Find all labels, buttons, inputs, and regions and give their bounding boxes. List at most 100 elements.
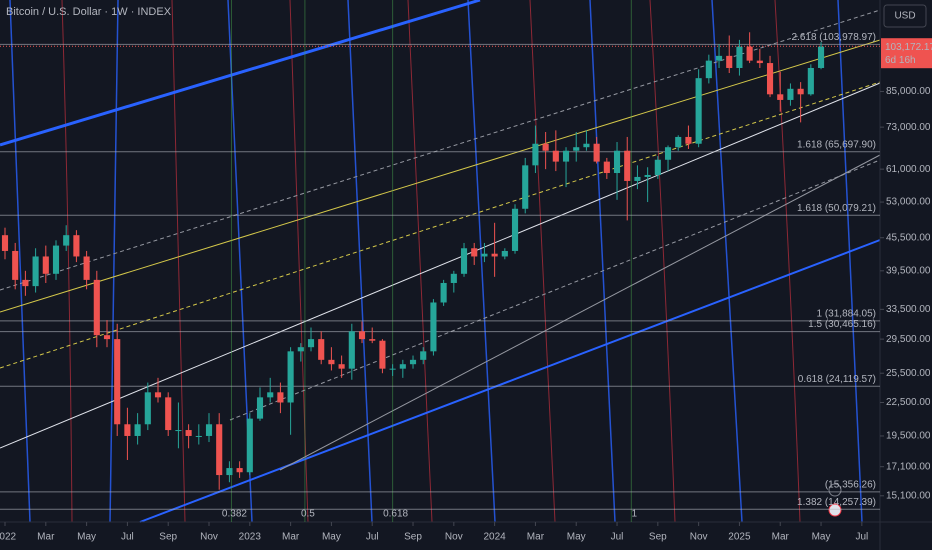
currency-label[interactable]: USD — [894, 11, 915, 22]
trend-line-white — [0, 82, 881, 449]
drawing-tools — [0, 0, 881, 523]
y-tick-label: 19,500.00 — [886, 431, 931, 442]
y-tick-label: 17,100.00 — [886, 461, 931, 472]
candle-body — [226, 468, 233, 476]
x-tick-label: Sep — [649, 532, 667, 543]
x-tick-label: Mar — [282, 532, 300, 543]
y-tick-label: 25,500.00 — [886, 368, 931, 379]
candle-body — [63, 235, 70, 246]
fib-level-label: 1 (31,884.05) — [817, 309, 877, 320]
x-tick-label: 2023 — [239, 532, 262, 543]
candle-body — [22, 279, 29, 287]
candle-body — [246, 418, 253, 473]
trend-line-yellow — [0, 39, 881, 313]
candle-body — [817, 46, 825, 68]
y-tick-label: 45,500.00 — [886, 232, 931, 243]
y-tick-label: 73,000.00 — [886, 122, 931, 133]
x-tick-label: Mar — [37, 532, 55, 543]
last-price-box — [881, 38, 932, 69]
cycle-lines — [9, 0, 863, 523]
channel-top — [0, 0, 481, 147]
candle-body — [654, 159, 661, 175]
y-tick-label: 85,000.00 — [886, 86, 931, 97]
candle-body — [297, 347, 304, 352]
candle-body — [624, 150, 631, 181]
candle-body — [185, 430, 192, 436]
candle-body — [542, 143, 549, 151]
candle-body — [634, 176, 641, 181]
candle-body — [603, 161, 610, 174]
candle-body — [144, 392, 151, 425]
candle-body — [389, 368, 396, 370]
candle-body — [93, 279, 100, 336]
candle-body — [32, 256, 39, 287]
y-tick-label: 15,100.00 — [886, 490, 931, 501]
candle-body — [420, 351, 427, 360]
candle-body — [216, 424, 223, 476]
channel-bottom — [139, 239, 881, 523]
x-tick-label: 2022 — [0, 532, 17, 543]
fib-level-label: (15,356.26) — [825, 479, 876, 490]
time-fib-label: 1 — [632, 509, 638, 520]
fib-level-label: 0.618 (24,119.57) — [798, 374, 876, 385]
candle-body — [318, 339, 325, 360]
candle-body — [552, 150, 559, 162]
candle-body — [491, 253, 498, 257]
candle-body — [83, 256, 90, 280]
candle-body — [103, 335, 111, 340]
candle-body — [562, 150, 570, 162]
candle-body — [522, 165, 529, 209]
y-tick-label: 53,000.00 — [886, 197, 931, 208]
dashed-line — [229, 159, 881, 421]
candle-body — [715, 55, 723, 61]
candle-body — [379, 340, 386, 369]
candle-body — [766, 63, 774, 95]
candle-body — [399, 364, 406, 369]
x-tick-label: 2025 — [728, 532, 751, 543]
candle-body — [348, 331, 355, 369]
flag-icon[interactable] — [828, 503, 842, 517]
y-tick-label: 61,000.00 — [886, 164, 931, 175]
time-fib-label: 0.382 — [222, 509, 247, 520]
candle-body — [787, 88, 794, 100]
candle-body — [440, 282, 447, 303]
currency-button[interactable] — [883, 4, 927, 28]
chart-title: Bitcoin / U.S. Dollar · 1W · INDEX — [6, 6, 172, 18]
candle-body — [675, 136, 682, 148]
y-tick-label: 39,500.00 — [886, 265, 931, 276]
x-tick-label: May — [322, 532, 341, 543]
candle-body — [450, 273, 457, 283]
candle-body — [807, 67, 814, 95]
event-icon[interactable] — [828, 483, 842, 497]
fib-level-label: 2.618 (103,978.97) — [791, 32, 876, 43]
candle-body — [195, 435, 202, 437]
candle-body — [481, 253, 488, 257]
y-tick-label: 22,500.00 — [886, 397, 931, 408]
candle-body — [114, 339, 121, 425]
candle-body — [613, 150, 621, 174]
candle-body — [797, 88, 804, 95]
candle-body — [73, 235, 80, 257]
candle-body — [205, 424, 213, 436]
x-tick-label: Mar — [772, 532, 790, 543]
last-price-label: 103,172.17 — [885, 42, 932, 53]
candle-body — [409, 359, 417, 365]
dashed-line-yellow — [0, 81, 881, 369]
candle-body — [501, 250, 508, 257]
x-tick-label: May — [77, 532, 96, 543]
candle-body — [746, 46, 753, 61]
candle-body — [236, 468, 243, 473]
fib-level-label: 1.618 (50,079.21) — [797, 203, 876, 214]
countdown-label: 6d 16h — [885, 55, 916, 66]
candle-body — [583, 143, 590, 148]
candle-body — [154, 392, 162, 398]
candle-body — [511, 208, 519, 251]
candle-body — [338, 364, 345, 369]
x-tick-label: Jul — [121, 532, 134, 543]
candle-body — [287, 351, 294, 403]
trend-line-grey — [279, 154, 881, 471]
fib-level-label: 1.618 (65,697.90) — [797, 139, 876, 150]
x-tick-label: Sep — [404, 532, 422, 543]
candle-body — [593, 143, 600, 162]
candle-body — [777, 94, 784, 100]
